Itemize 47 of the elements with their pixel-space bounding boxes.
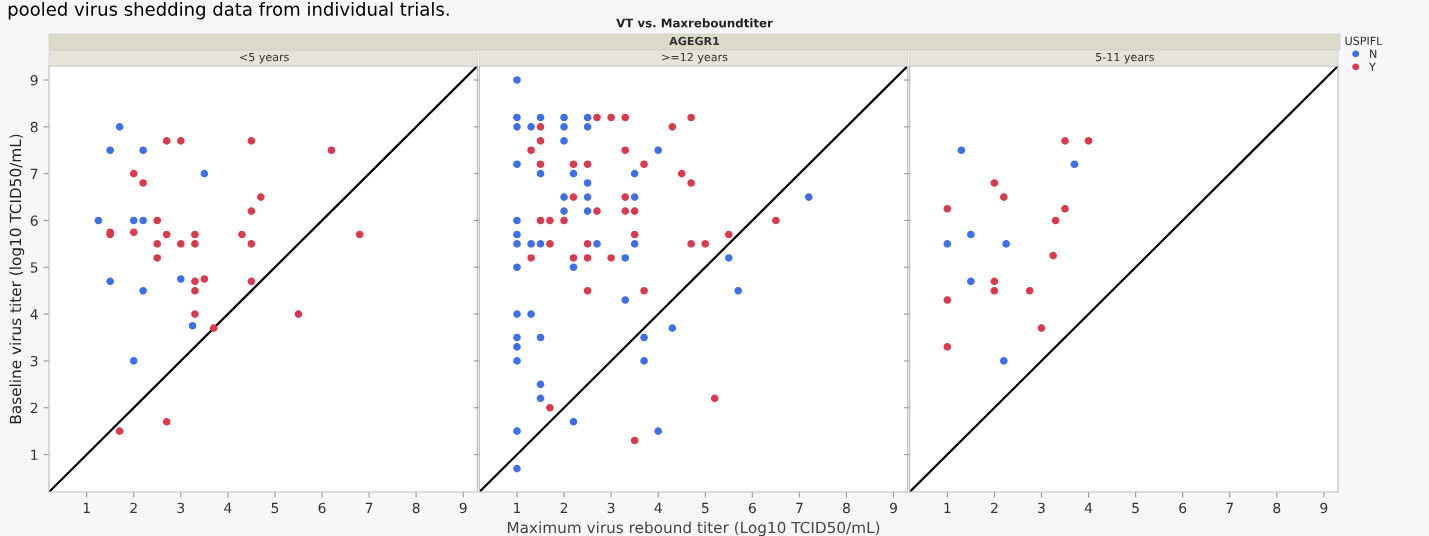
y-tick-label: 5 [30, 262, 38, 273]
chart-title: >=12 years [662, 52, 728, 64]
legend-title: USPIFL [1345, 36, 1383, 45]
legend-label: N [1370, 49, 1377, 58]
x-tick-label: 1 [944, 502, 951, 513]
y-tick-label: 8 [30, 121, 38, 133]
x-tick-label: 7 [1226, 502, 1233, 513]
x-tick-label: 3 [1038, 502, 1045, 514]
x-tick-label: 9 [890, 502, 897, 514]
text: pooled virus shedding data from individual trials. [8, 2, 449, 20]
y-tick-label: 7 [30, 168, 38, 179]
x-tick-label: 1 [514, 502, 521, 513]
chart-title: 5-11 years [1096, 52, 1154, 64]
x-tick-label: 8 [843, 502, 850, 514]
y-tick-label: 3 [30, 355, 38, 367]
y-tick-label: 6 [30, 215, 38, 226]
chart-title: <5 years [240, 52, 289, 64]
y-tick-label: 4 [30, 309, 38, 320]
x-tick-label: 1 [83, 502, 90, 513]
x-tick-label: 2 [560, 502, 568, 513]
x-tick-label: 5 [1132, 502, 1139, 514]
x-tick-label: 4 [1084, 502, 1093, 513]
x-tick-label: 9 [459, 502, 467, 514]
x-tick-label: 8 [1273, 502, 1281, 514]
y-tick-label: 9 [30, 75, 38, 86]
x-tick-label: 7 [796, 502, 803, 513]
x-tick-label: 6 [318, 502, 326, 514]
y-tick-label: 2 [30, 402, 38, 414]
y-axis-title: Baseline virus titer (log10 TCID50/mL) [9, 134, 25, 424]
x-tick-label: 6 [748, 502, 756, 514]
x-tick-label: 5 [271, 502, 279, 514]
x-axis-title: Maximum virus rebound titer (Log10 TCID50/mL) [507, 521, 880, 536]
x-tick-label: 4 [654, 502, 662, 513]
x-tick-label: 7 [365, 502, 373, 513]
x-tick-label: 3 [607, 502, 615, 514]
x-tick-label: 2 [130, 502, 137, 513]
x-tick-label: 6 [1179, 502, 1187, 514]
legend-label: Y [1369, 62, 1376, 71]
x-tick-label: 4 [224, 502, 232, 513]
x-tick-label: 3 [177, 502, 185, 514]
x-tick-label: 8 [412, 502, 420, 514]
text: VT vs. Maxreboundtiter [616, 18, 773, 28]
x-tick-label: 5 [701, 502, 709, 514]
text: AGEGR1 [669, 36, 720, 46]
y-tick-label: 1 [31, 449, 38, 460]
x-tick-label: 9 [1320, 502, 1328, 514]
x-tick-label: 2 [990, 502, 998, 513]
